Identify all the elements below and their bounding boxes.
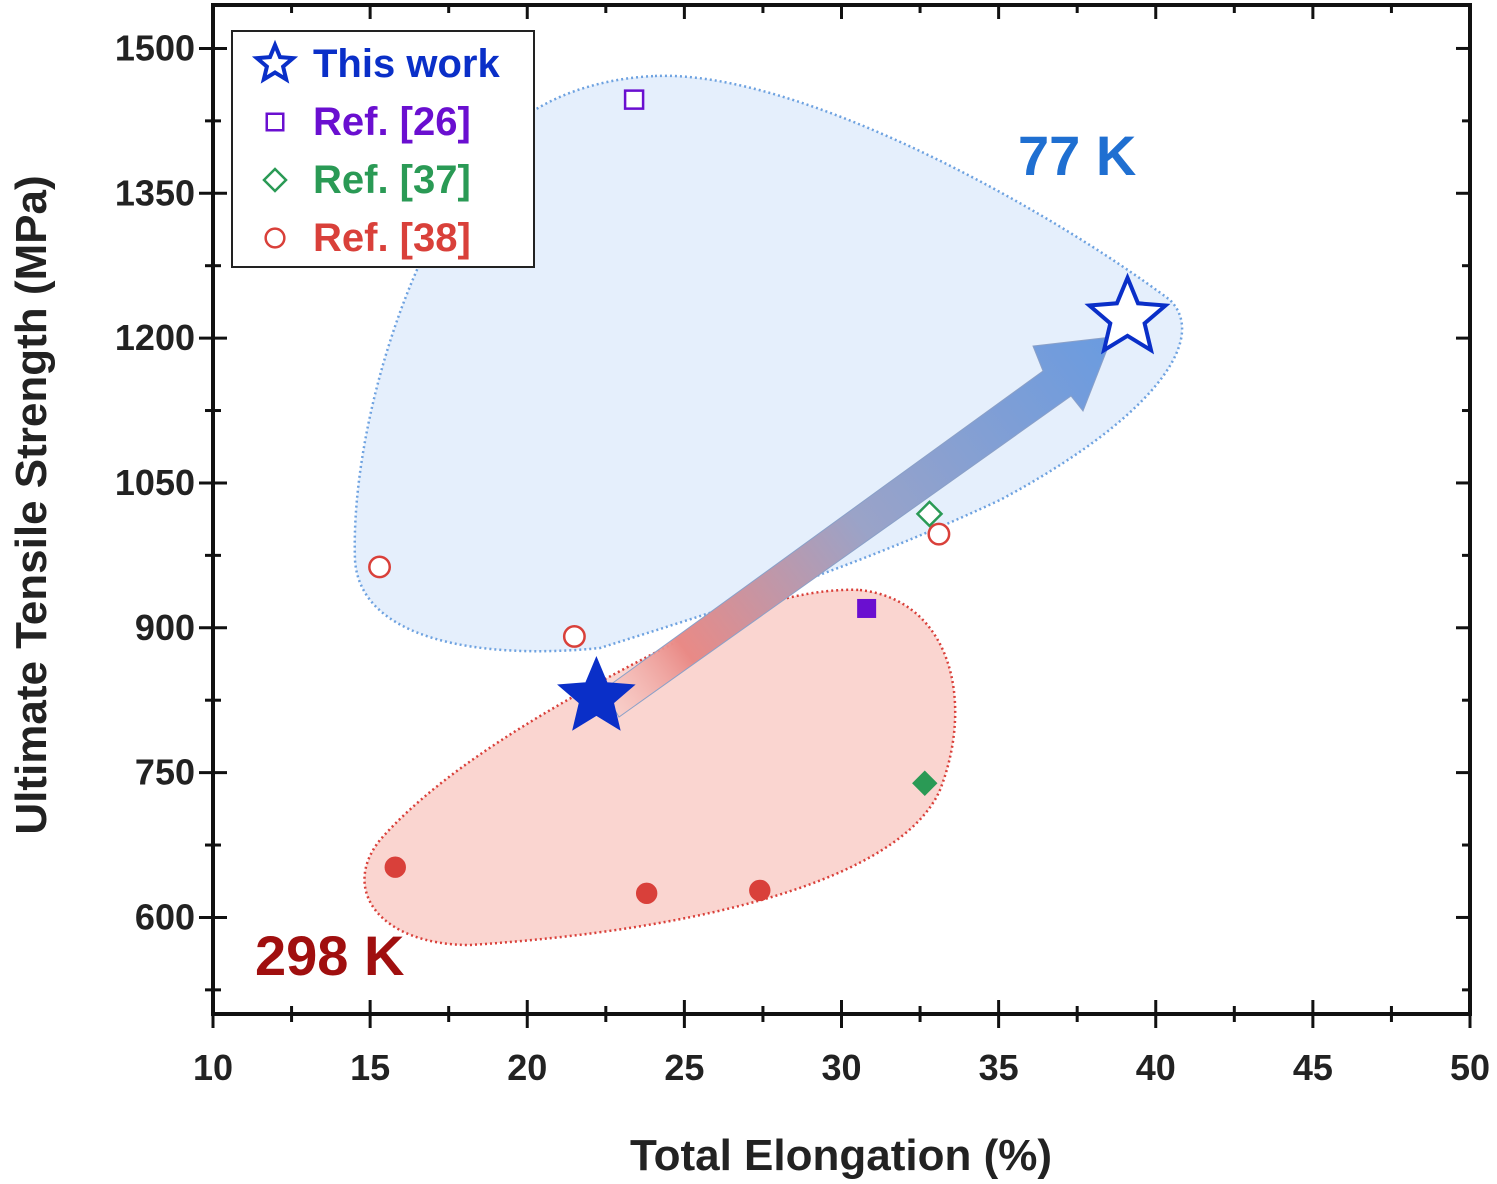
x-tick-label: 20 (507, 1047, 547, 1088)
legend-marker-square (265, 112, 285, 132)
y-tick-label: 1350 (115, 172, 195, 213)
x-axis-label: Total Elongation (%) (630, 1131, 1052, 1180)
x-tick-label: 40 (1136, 1047, 1176, 1088)
annotation-77k: 77 K (1018, 124, 1136, 187)
point-circle-298k (635, 882, 658, 905)
y-tick-label: 750 (135, 752, 195, 793)
legend-marker-diamond (262, 167, 288, 193)
x-tick-label: 50 (1450, 1047, 1490, 1088)
point-diamond-298k (912, 770, 938, 796)
x-tick-label: 15 (350, 1047, 390, 1088)
point-circle-298k (384, 856, 406, 878)
point-star-77k (1084, 272, 1171, 355)
point-star-298k (557, 656, 636, 731)
legend: This work Ref. [26] Ref. [37] Ref. [38] (231, 30, 535, 268)
region-298k (363, 588, 957, 947)
legend-label: Ref. [37] (313, 158, 471, 202)
y-tick-label: 1500 (115, 27, 195, 68)
point-circle-77k (562, 625, 586, 648)
legend-marker-circle (264, 227, 286, 249)
y-tick-label: 600 (135, 896, 195, 937)
trend-arrow (602, 336, 1113, 718)
y-tick-label: 900 (135, 607, 195, 648)
annotation-298k: 298 K (255, 924, 404, 987)
point-square-77k (623, 89, 645, 110)
x-tick-label: 45 (1293, 1047, 1333, 1088)
y-axis-label: Ultimate Tensile Strength (MPa) (7, 175, 56, 834)
point-square-298k (857, 598, 877, 618)
x-tick-label: 35 (979, 1047, 1019, 1088)
y-tick-label: 1200 (115, 317, 195, 358)
region-77k (353, 74, 1184, 653)
point-diamond-77k (915, 500, 944, 528)
x-tick-label: 10 (193, 1047, 233, 1088)
x-tick-label: 25 (664, 1047, 704, 1088)
legend-label: Ref. [38] (313, 216, 471, 260)
legend-label: This work (313, 42, 500, 86)
y-tick-label: 1050 (115, 462, 195, 503)
point-circle-298k (749, 879, 771, 902)
legend-marker-star (251, 39, 299, 84)
point-circle-77k (368, 555, 392, 579)
legend-label: Ref. [26] (313, 100, 471, 144)
point-circle-77k (927, 522, 951, 546)
x-tick-label: 30 (821, 1047, 861, 1088)
